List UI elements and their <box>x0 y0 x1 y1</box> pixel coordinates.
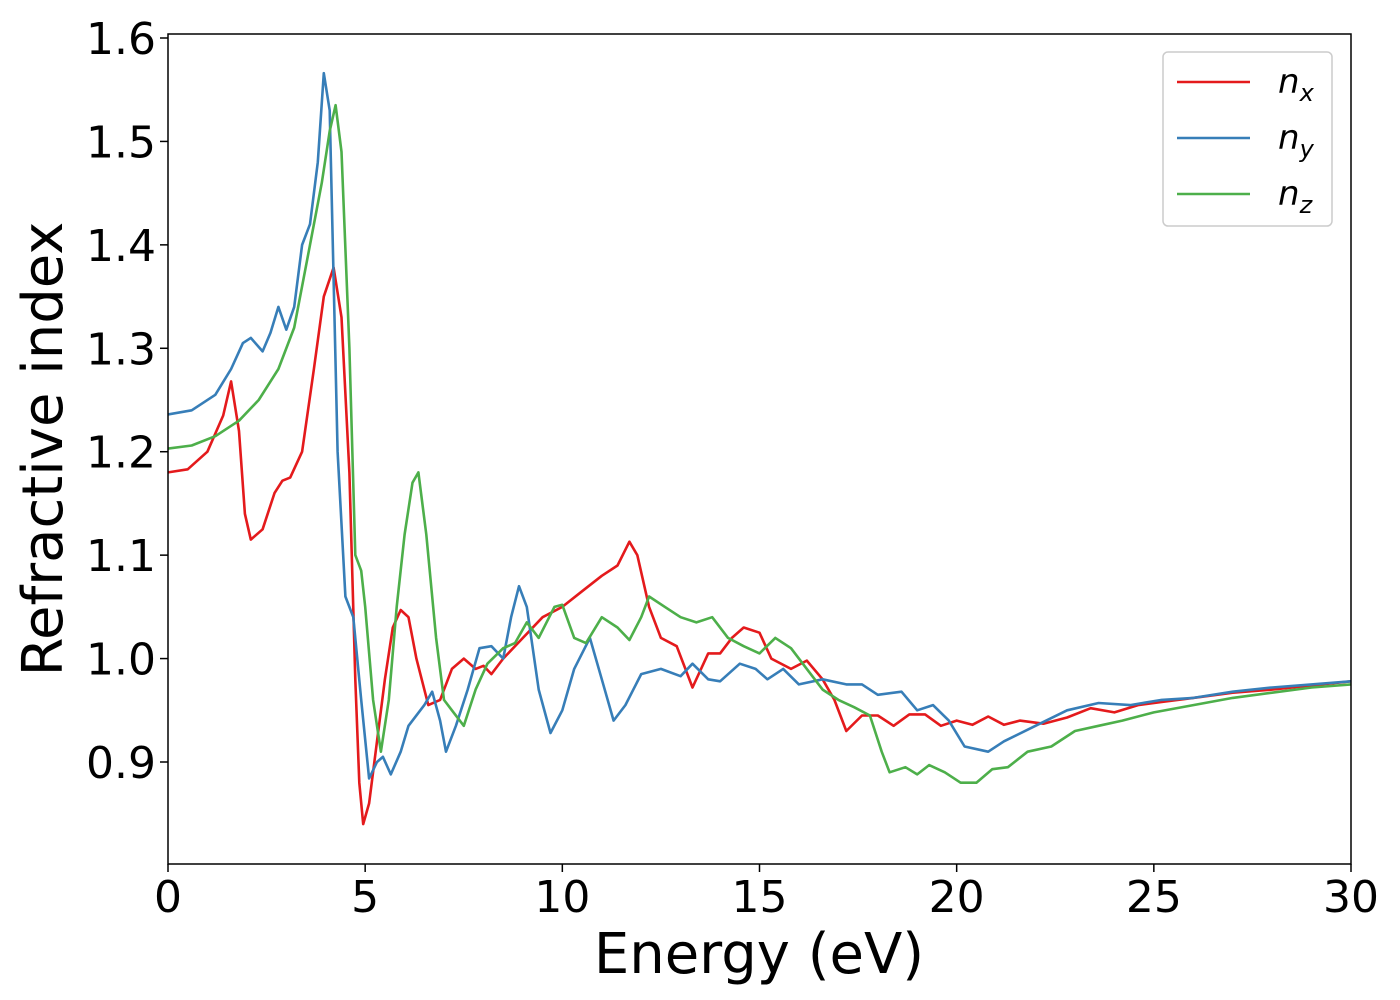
x-axis-ticks: 0 5 10 15 20 25 30 <box>154 864 1379 923</box>
y-tick-label: 1.0 <box>86 635 156 686</box>
x-tick-label: 0 <box>154 872 182 923</box>
y-tick-label: 1.4 <box>86 221 156 272</box>
legend: nx ny nz <box>1162 51 1333 227</box>
x-axis-label: Energy (eV) <box>594 922 924 987</box>
legend-label-nz: nz <box>1278 174 1314 219</box>
legend-label-ny: ny <box>1278 118 1315 163</box>
x-tick-label: 10 <box>534 872 590 923</box>
x-tick-label: 25 <box>1126 872 1182 923</box>
series-layer <box>168 71 1351 826</box>
y-tick-label: 1.3 <box>86 324 156 375</box>
y-tick-label: 1.1 <box>86 531 156 582</box>
y-tick-label: 1.2 <box>86 428 156 479</box>
y-tick-label: 0.9 <box>86 738 156 789</box>
y-tick-label: 1.6 <box>86 14 156 65</box>
y-axis-ticks: 0.9 1.0 1.1 1.2 1.3 1.4 1.5 1.6 <box>86 14 168 789</box>
y-tick-label: 1.5 <box>86 117 156 168</box>
series-line-nx <box>168 266 1351 826</box>
x-tick-label: 15 <box>732 872 788 923</box>
x-tick-label: 5 <box>351 872 379 923</box>
series-line-ny <box>168 71 1351 780</box>
x-tick-label: 20 <box>929 872 985 923</box>
series-line-nz <box>168 103 1351 784</box>
x-tick-label: 30 <box>1323 872 1379 923</box>
legend-label-nx: nx <box>1278 62 1315 107</box>
y-axis-label: Refractive index <box>11 222 76 677</box>
